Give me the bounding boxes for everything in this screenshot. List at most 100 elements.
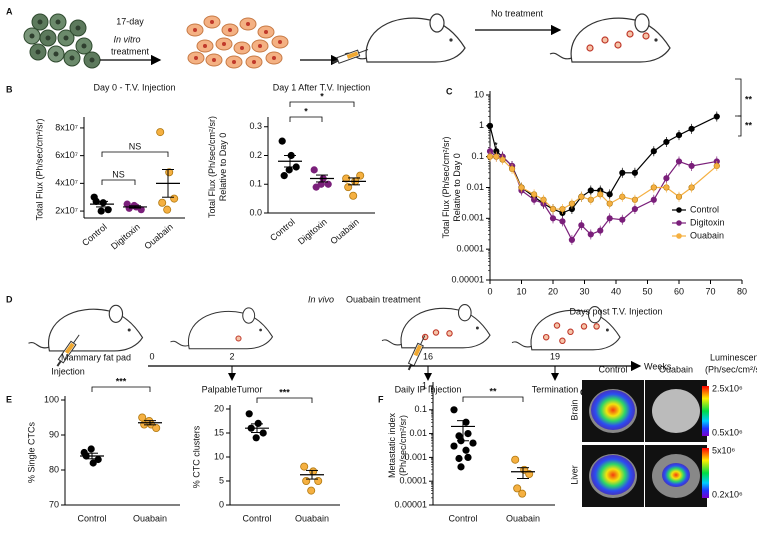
mouse-eye	[259, 328, 262, 332]
annotation: In vitro	[113, 34, 140, 44]
colorbar-label: 0.5x10⁶	[712, 427, 743, 437]
significance-label: **	[489, 386, 497, 396]
mouse-ear	[108, 304, 124, 323]
tumor-spot	[553, 322, 561, 329]
data-point	[158, 198, 167, 207]
significance-label: *	[304, 106, 308, 116]
y-tick-label: 0.2	[249, 150, 262, 160]
x-tick-label: Ouabain	[328, 217, 360, 247]
syringe	[331, 49, 369, 64]
organ	[652, 389, 700, 433]
data-point	[302, 476, 311, 485]
data-point	[99, 199, 107, 207]
data-point	[469, 439, 477, 447]
mouse-ear	[242, 307, 256, 324]
cell-nucleus	[29, 33, 35, 39]
cell-nucleus	[53, 51, 59, 57]
y-tick-label: 6x10⁷	[55, 150, 78, 160]
syringe-needle	[358, 49, 369, 54]
cell-nucleus	[55, 19, 61, 25]
row-header: Liver	[569, 465, 579, 485]
data-point	[342, 174, 351, 183]
y-axis-label: (Ph/sec/cm²/sr)	[398, 415, 408, 476]
y-tick-label: 0.1	[249, 179, 262, 189]
data-point	[511, 455, 520, 464]
tumor-spot	[542, 333, 550, 341]
annotation: treatment	[111, 46, 150, 56]
y-tick-label: 0.0001	[456, 244, 484, 254]
panel-letter: C	[446, 86, 453, 96]
significance-label: ***	[279, 387, 290, 397]
x-axis-label: Days post T.V. Injection	[569, 306, 662, 316]
cell-nucleus	[203, 44, 207, 48]
x-tick-label: Digitoxin	[109, 222, 142, 252]
data-point	[285, 166, 293, 174]
cell-nucleus	[45, 35, 51, 41]
mouse-ear	[634, 13, 650, 33]
x-tick-label: 40	[611, 286, 621, 296]
colorbar	[702, 386, 709, 436]
mouse-drawing	[344, 13, 466, 63]
y-tick-label: 0.0	[249, 207, 262, 217]
x-tick-label: 70	[705, 286, 715, 296]
y-axis-label: Total Flux (Ph/sec/cm²/sr)	[207, 116, 217, 218]
cell-nucleus	[222, 42, 226, 46]
panel-letter: F	[378, 394, 384, 404]
diagram-title: Ouabain treatment	[346, 294, 421, 304]
cell-nucleus	[246, 22, 250, 26]
syringe-liquid	[413, 344, 422, 357]
syringe	[56, 334, 80, 367]
mouse-eye	[605, 328, 609, 332]
y-tick-label: 0.1	[471, 151, 484, 161]
y-tick-label: 0.00001	[394, 499, 427, 509]
significance-label: *	[320, 91, 324, 101]
data-point	[292, 163, 300, 171]
y-axis-label: Total Flux (Ph/sec/cm²/sr)	[441, 136, 451, 238]
data-point	[156, 128, 165, 137]
syringe-plunger	[407, 364, 413, 371]
timeline-week: 19	[550, 351, 560, 361]
y-axis-label: Total Flux (Ph/sec/cm²/sr)	[34, 118, 44, 220]
cell-nucleus	[210, 20, 214, 24]
significance-bracket	[735, 78, 742, 117]
cell-nucleus	[212, 58, 216, 62]
panel-letter: A	[6, 6, 13, 16]
cell-nucleus	[272, 56, 276, 60]
x-tick-label: Control	[242, 513, 271, 523]
y-tick-label: 2x10⁷	[55, 205, 78, 215]
significance-label: NS	[129, 141, 142, 151]
significance-bracket	[289, 101, 355, 107]
chart-title: Day 1 After T.V. Injection	[273, 82, 371, 92]
y-axis-label: % Single CTCs	[26, 421, 36, 483]
syringe-needle	[420, 335, 426, 345]
x-tick-label: Control	[448, 513, 477, 523]
mouse-tail	[381, 339, 402, 346]
y-tick-label: 0.3	[249, 121, 262, 131]
y-tick-label: 1	[479, 120, 484, 130]
signal	[591, 390, 635, 430]
tumor-spot	[586, 44, 594, 52]
mouse-eye	[449, 38, 453, 42]
tumor-spot	[601, 36, 609, 44]
timeline-unit: Weeks	[644, 361, 672, 371]
cell-nucleus	[240, 46, 244, 50]
data-point	[310, 166, 318, 174]
cell-nucleus	[258, 44, 262, 48]
chart-title: Day 0 - T.V. Injection	[93, 82, 175, 92]
y-tick-label: 0.01	[409, 428, 427, 438]
timeline-week: 2	[229, 351, 234, 361]
x-tick-label: Ouabain	[506, 513, 540, 523]
x-tick-label: 80	[737, 286, 747, 296]
colorbar-label: 5x10⁶	[712, 445, 736, 455]
y-tick-label: 20	[214, 403, 224, 413]
cell-nucleus	[278, 40, 282, 44]
data-point	[152, 423, 161, 432]
cell-nucleus	[89, 57, 95, 63]
data-point	[349, 191, 358, 200]
legend-label: Ouabain	[690, 230, 724, 240]
data-point	[259, 429, 267, 437]
significance-bracket	[91, 386, 151, 392]
scale-title: (Ph/sec/cm²/sr)	[705, 364, 757, 374]
data-point	[314, 476, 323, 485]
y-tick-label: 100	[44, 394, 59, 404]
